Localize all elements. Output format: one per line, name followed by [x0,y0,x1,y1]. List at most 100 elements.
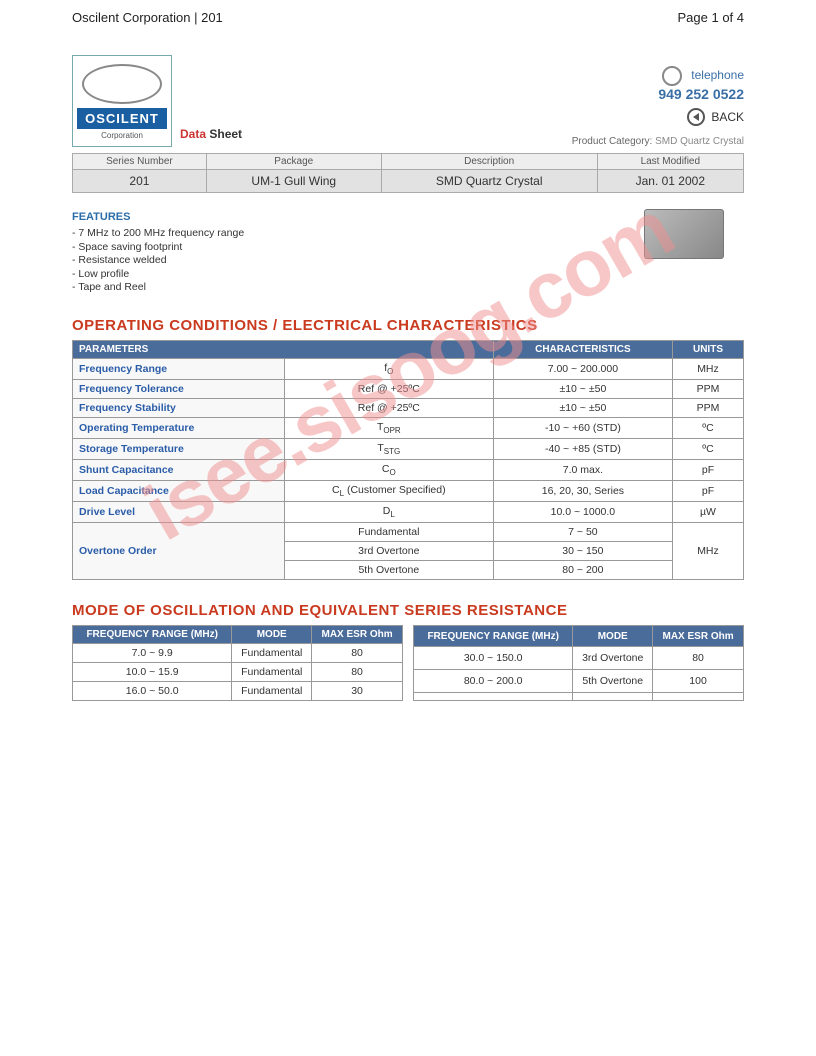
spec-unit: pF [672,459,743,480]
datasheet-label: Data Sheet [180,127,242,141]
spec-unit: PPM [672,379,743,398]
mode-cell: 3rd Overtone [573,647,653,670]
spec-symbol: 5th Overtone [284,561,493,580]
mode-cell: 7.0 ~ 9.9 [73,644,232,663]
product-category-value: SMD Quartz Crystal [655,136,744,147]
spec-param: Load Capacitance [73,480,285,501]
spec-symbol: TOPR [284,417,493,438]
product-category: Product Category: SMD Quartz Crystal [572,136,744,147]
feature-item: - Tape and Reel [72,281,244,293]
spec-param: Frequency Tolerance [73,379,285,398]
mode-cell: Fundamental [232,644,312,663]
series-cell: UM-1 Gull Wing [206,170,381,193]
spec-char: 30 ~ 150 [493,542,672,561]
spec-char: 7.00 ~ 200.000 [493,358,672,379]
spec-char: 7.0 max. [493,459,672,480]
series-header: Package [206,154,381,170]
mode-cell [653,692,744,700]
telephone-number: 949 252 0522 [572,86,744,102]
page-header-right: Page 1 of 4 [678,10,745,25]
spec-unit: µW [672,501,743,522]
datasheet-data: Data [180,127,206,141]
spec-symbol: CO [284,459,493,480]
spec-param: Overtone Order [73,523,285,580]
mode-cell: Fundamental [232,682,312,701]
back-arrow-icon [687,108,705,126]
mode-header: FREQUENCY RANGE (MHz) [414,626,573,647]
mode-cell: 16.0 ~ 50.0 [73,682,232,701]
mode-cell: 30 [312,682,403,701]
spec-param: Shunt Capacitance [73,459,285,480]
spec-param: Frequency Range [73,358,285,379]
datasheet-sheet: Sheet [209,127,242,141]
features-heading: FEATURES [72,211,244,223]
series-table: Series Number Package Description Last M… [72,153,744,193]
mode-cell: 100 [653,670,744,693]
mode-cell: 80.0 ~ 200.0 [414,670,573,693]
spec-table: PARAMETERS CHARACTERISTICS UNITS Frequen… [72,340,744,581]
mode-header: MAX ESR Ohm [312,626,403,644]
logo-sub: Corporation [77,129,167,142]
features-list: - 7 MHz to 200 MHz frequency range - Spa… [72,227,244,293]
mode-cell: 5th Overtone [573,670,653,693]
spec-unit: MHz [672,358,743,379]
mode-cell [414,692,573,700]
spec-char: -10 ~ +60 (STD) [493,417,672,438]
spec-param: Operating Temperature [73,417,285,438]
spec-param: Frequency Stability [73,398,285,417]
series-header: Description [381,154,597,170]
mode-cell: 80 [312,663,403,682]
spec-unit: pF [672,480,743,501]
spec-char: 10.0 ~ 1000.0 [493,501,672,522]
spec-param: Drive Level [73,501,285,522]
spec-symbol: DL [284,501,493,522]
section-heading: OPERATING CONDITIONS / ELECTRICAL CHARAC… [72,317,744,334]
mode-cell: 80 [653,647,744,670]
spec-symbol: fO [284,358,493,379]
series-header: Last Modified [597,154,743,170]
mode-table-right: FREQUENCY RANGE (MHz) MODE MAX ESR Ohm 3… [413,625,744,701]
feature-item: - Low profile [72,268,244,280]
page-header: Oscilent Corporation | 201 Page 1 of 4 [72,10,744,25]
spec-symbol: Fundamental [284,523,493,542]
spec-param: Storage Temperature [73,438,285,459]
mode-table-left: FREQUENCY RANGE (MHz) MODE MAX ESR Ohm 7… [72,625,403,701]
series-header: Series Number [73,154,207,170]
mode-cell: 30.0 ~ 150.0 [414,647,573,670]
mode-cell: 80 [312,644,403,663]
spec-symbol: Ref @ +25ºC [284,379,493,398]
mode-cell [573,692,653,700]
series-cell: 201 [73,170,207,193]
spec-header: UNITS [672,340,743,358]
product-image [644,209,724,259]
logo-name: OSCILENT [77,108,167,129]
logo: OSCILENT Corporation [72,55,172,147]
feature-item: - Space saving footprint [72,241,244,253]
spec-symbol: TSTG [284,438,493,459]
back-label: BACK [711,110,744,124]
section-heading: MODE OF OSCILLATION AND EQUIVALENT SERIE… [72,602,744,619]
spec-char: 7 ~ 50 [493,523,672,542]
spec-char: ±10 ~ ±50 [493,379,672,398]
page-header-left: Oscilent Corporation | 201 [72,10,223,25]
back-button[interactable]: BACK [572,108,744,126]
spec-symbol: Ref @ +25ºC [284,398,493,417]
spec-unit: PPM [672,398,743,417]
spec-unit: ºC [672,438,743,459]
spec-header: PARAMETERS [73,340,494,358]
spec-header: CHARACTERISTICS [493,340,672,358]
logo-ring-icon [82,64,162,104]
spec-char: 16, 20, 30, Series [493,480,672,501]
telephone-label: telephone [691,68,744,82]
spec-symbol: 3rd Overtone [284,542,493,561]
series-cell: Jan. 01 2002 [597,170,743,193]
spec-symbol: CL (Customer Specified) [284,480,493,501]
spec-unit: ºC [672,417,743,438]
mode-header: MODE [232,626,312,644]
mode-header: FREQUENCY RANGE (MHz) [73,626,232,644]
spec-char: -40 ~ +85 (STD) [493,438,672,459]
spec-char: 80 ~ 200 [493,561,672,580]
mode-header: MODE [573,626,653,647]
feature-item: - Resistance welded [72,254,244,266]
feature-item: - 7 MHz to 200 MHz frequency range [72,227,244,239]
